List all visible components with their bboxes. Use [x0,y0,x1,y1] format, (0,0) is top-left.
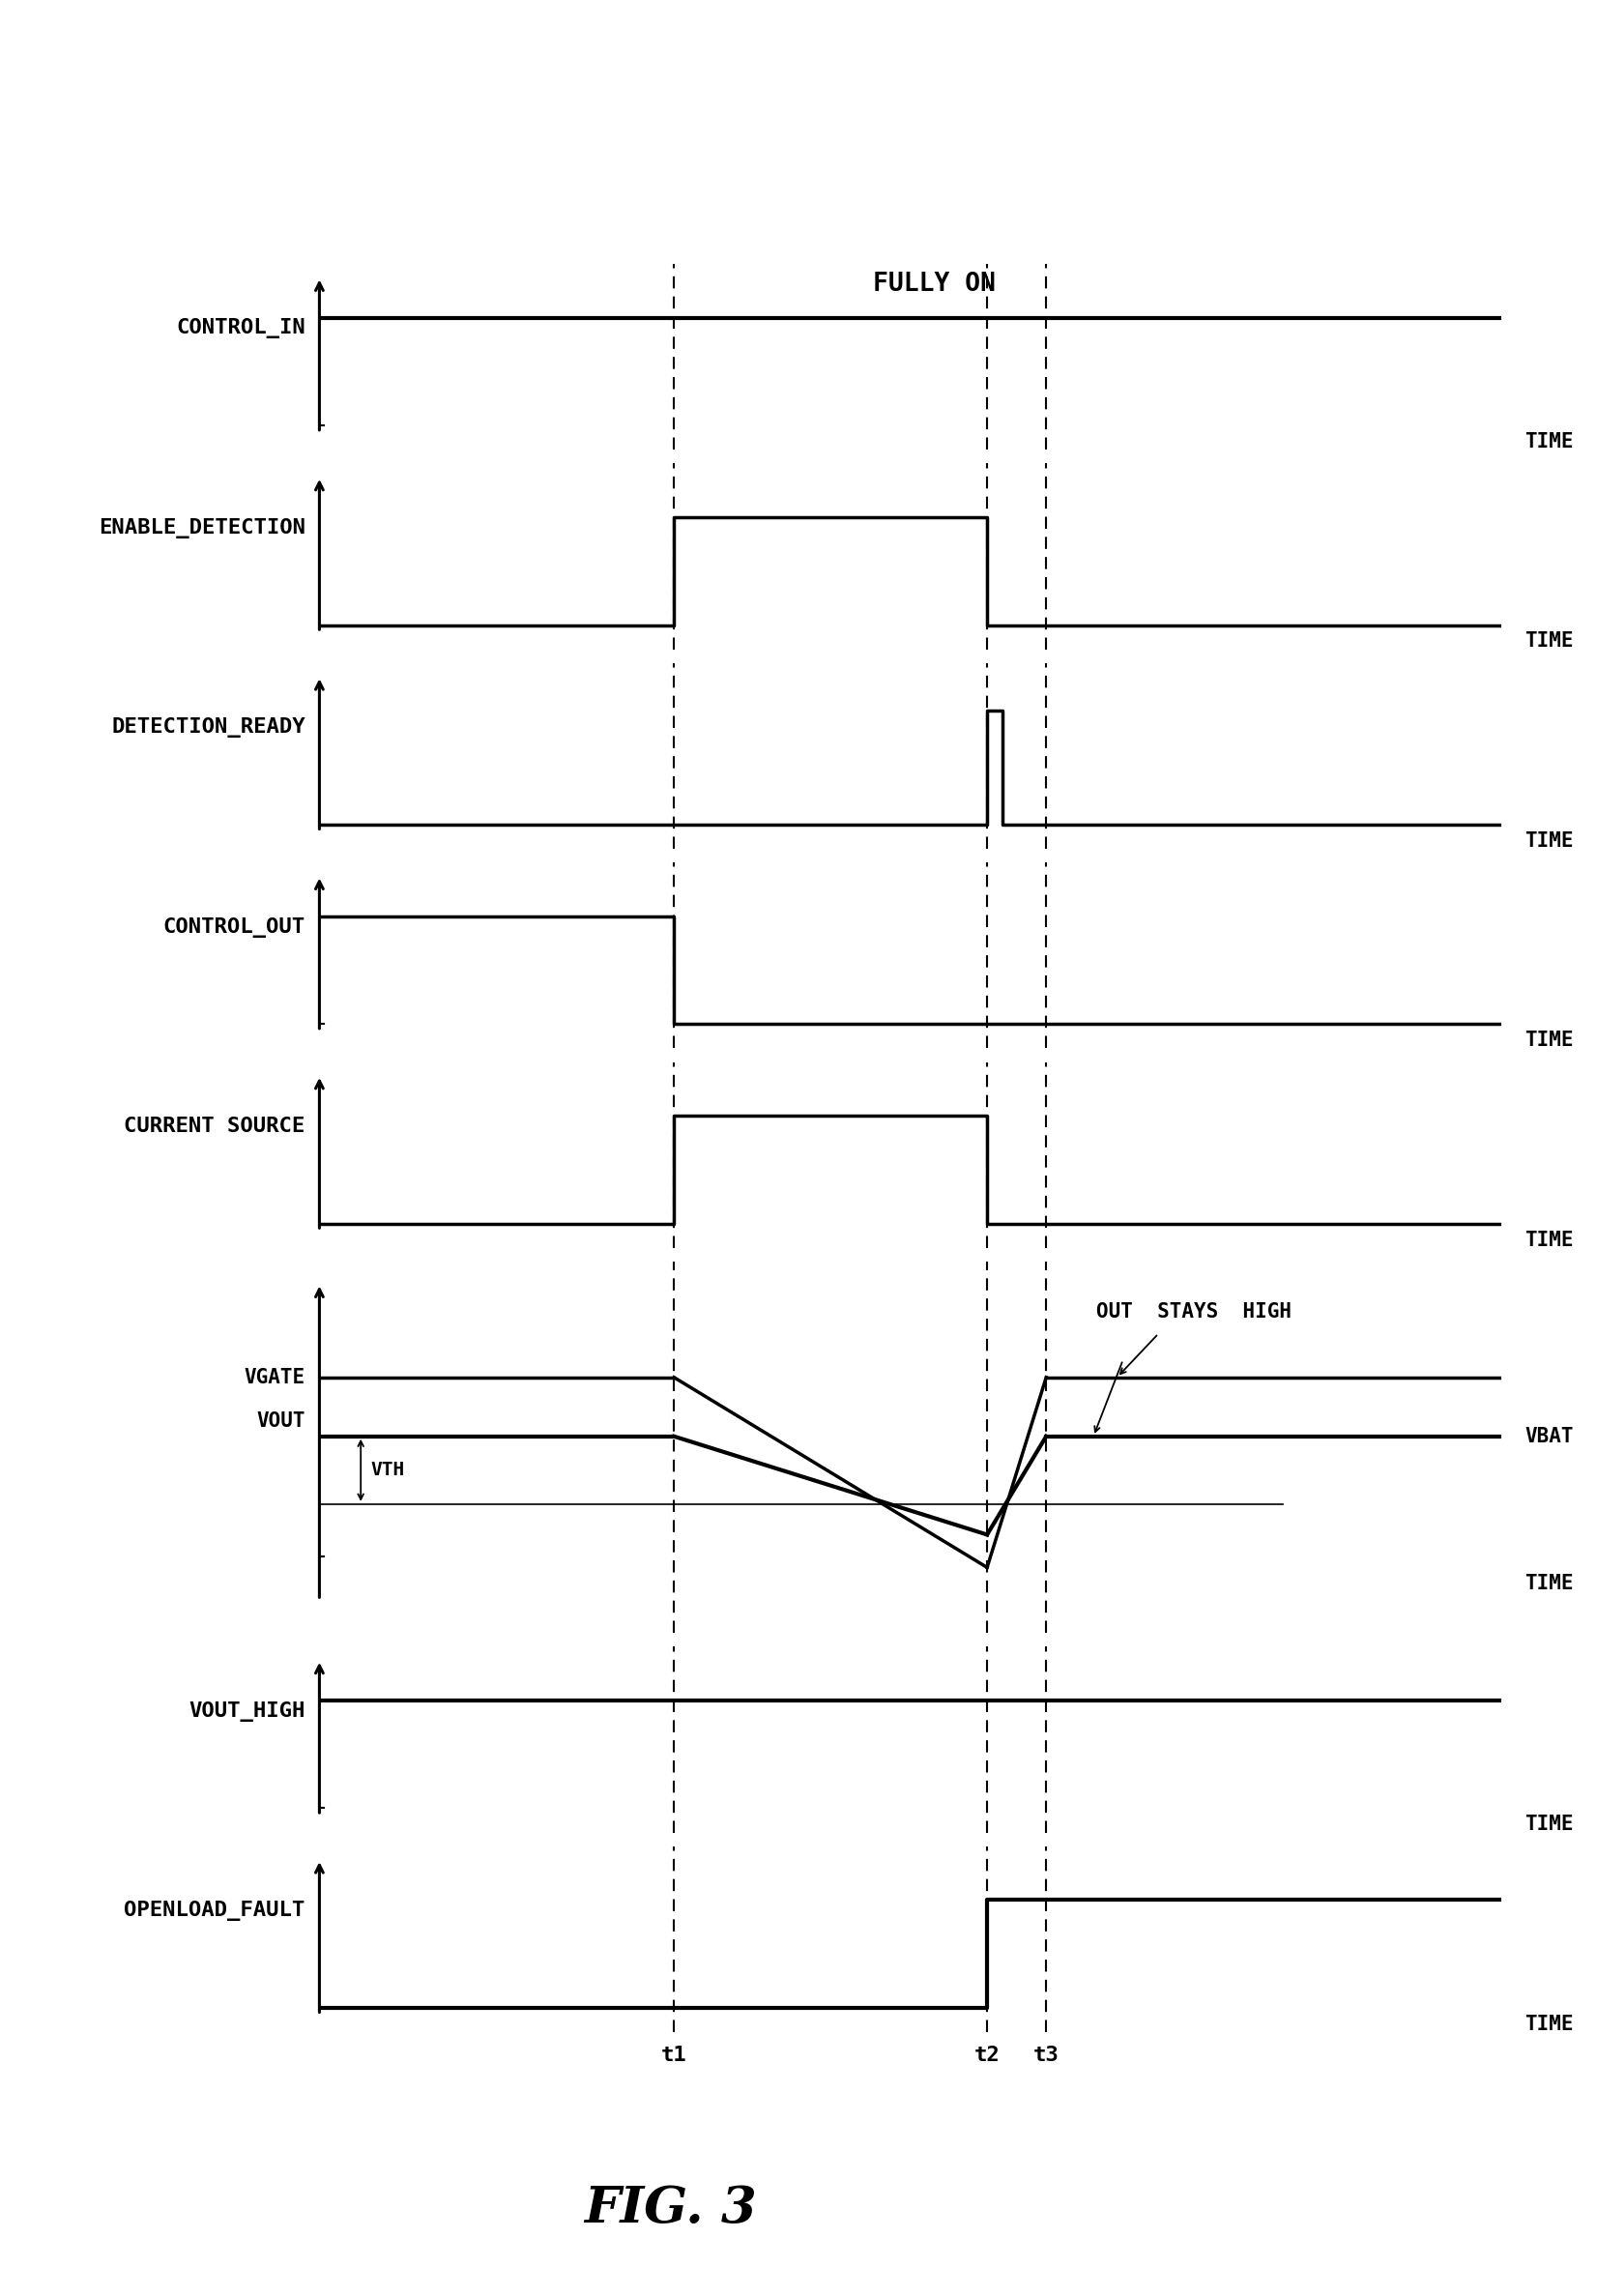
Text: t2: t2 [974,2046,1000,2064]
Text: t1: t1 [661,2046,687,2064]
Text: ENABLE_DETECTION: ENABLE_DETECTION [99,519,305,537]
Text: TIME: TIME [1525,2014,1573,2034]
Text: FIG. 3: FIG. 3 [585,2183,757,2234]
Text: TIME: TIME [1525,1814,1573,1835]
Text: VOUT: VOUT [257,1412,305,1430]
Text: TIME: TIME [1525,1575,1573,1593]
Text: t3: t3 [1033,2046,1059,2064]
Text: VOUT_HIGH: VOUT_HIGH [188,1701,305,1722]
Text: TIME: TIME [1525,1231,1573,1249]
Text: VGATE: VGATE [244,1368,305,1387]
Text: TIME: TIME [1525,432,1573,452]
Text: TIME: TIME [1525,631,1573,652]
Text: TIME: TIME [1525,1031,1573,1049]
Text: DETECTION_READY: DETECTION_READY [112,716,305,737]
Text: CURRENT SOURCE: CURRENT SOURCE [125,1116,305,1137]
Text: VTH: VTH [371,1460,404,1479]
Text: OPENLOAD_FAULT: OPENLOAD_FAULT [125,1901,305,1922]
Text: CONTROL_IN: CONTROL_IN [176,319,305,340]
Text: TIME: TIME [1525,831,1573,850]
Text: CONTROL_OUT: CONTROL_OUT [163,916,305,937]
Text: OUT  STAYS  HIGH: OUT STAYS HIGH [1096,1302,1292,1322]
Text: FULLY ON: FULLY ON [872,271,995,296]
Text: VBAT: VBAT [1525,1426,1573,1446]
